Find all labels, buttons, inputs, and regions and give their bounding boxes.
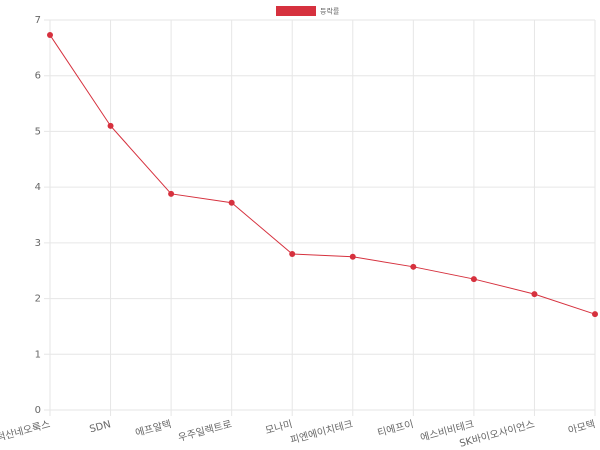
data-point — [289, 251, 296, 257]
x-tick-label: 에프알텍 — [134, 418, 173, 439]
data-point — [470, 276, 477, 283]
data-point — [349, 253, 356, 260]
x-tick-label: 모나미 — [264, 418, 294, 437]
data-point — [531, 291, 538, 298]
data-point — [107, 122, 114, 129]
y-tick-label: 6 — [35, 71, 41, 82]
y-tick-label: 4 — [35, 182, 41, 193]
data-point — [168, 190, 175, 197]
y-tick-label: 5 — [35, 126, 41, 137]
y-tick-label: 7 — [35, 15, 41, 26]
data-point — [592, 311, 598, 318]
legend-swatch — [276, 6, 316, 16]
y-tick-label: 1 — [35, 349, 41, 360]
y-tick-label: 2 — [35, 294, 41, 305]
x-tick-label: 우주일렉트로 — [177, 418, 233, 444]
x-tick-label: SDN — [88, 419, 112, 435]
x-tick-label: 덕산네오룩스 — [0, 418, 52, 444]
data-point — [47, 32, 53, 39]
y-tick-label: 3 — [35, 238, 41, 249]
legend-label: 등락률 — [320, 8, 340, 16]
y-tick-label: 0 — [35, 405, 41, 416]
data-point — [410, 263, 417, 270]
x-tick-label: 아모텍 — [567, 418, 597, 437]
x-tick-label: 피엔에이치테크 — [289, 418, 354, 446]
x-tick-label: 티에프이 — [376, 418, 415, 439]
series-line — [49, 34, 596, 315]
data-point — [228, 199, 235, 206]
